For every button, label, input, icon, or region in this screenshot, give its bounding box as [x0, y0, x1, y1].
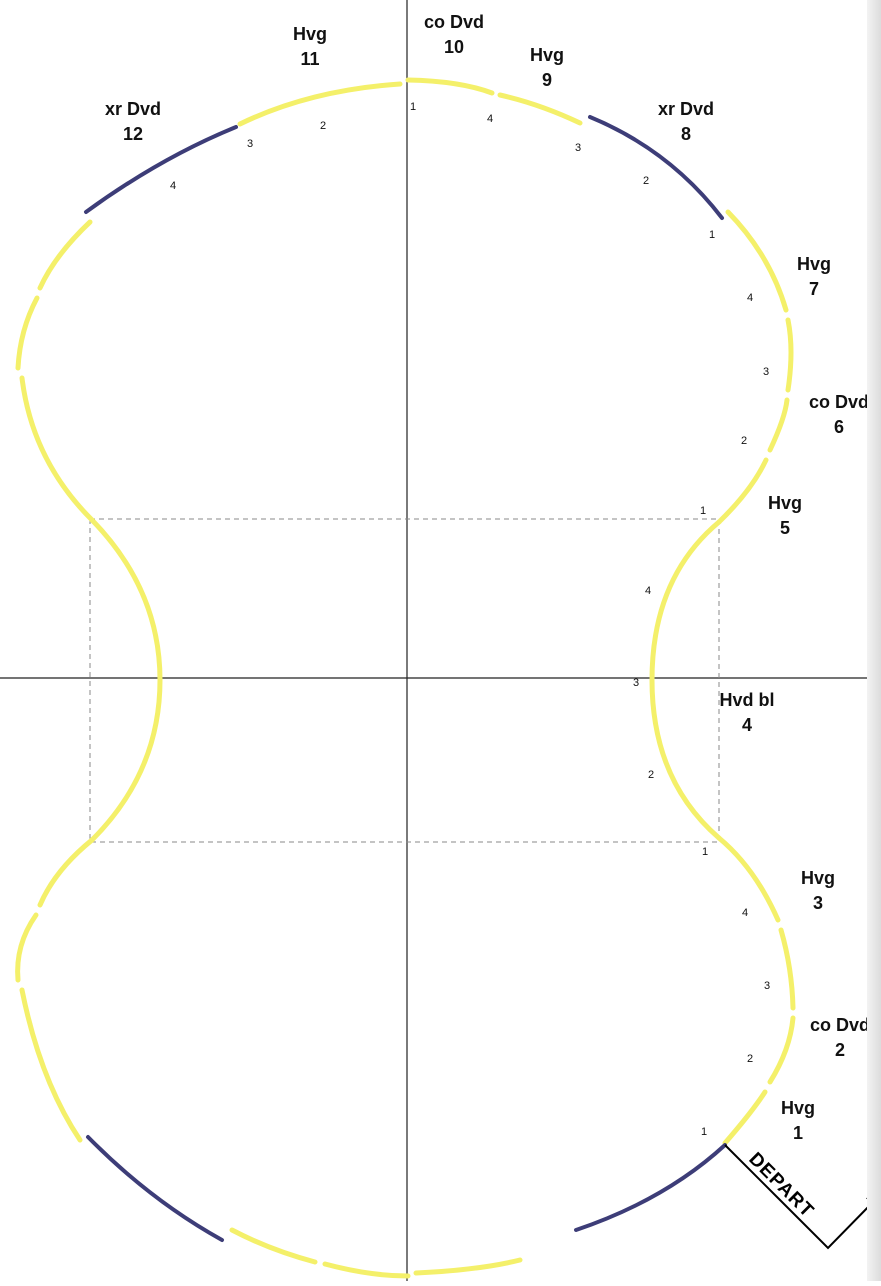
track-segment — [716, 457, 769, 525]
label-name: Hvg — [293, 24, 327, 44]
page-edge-shadow — [867, 0, 881, 1281]
tick-number: 4 — [170, 180, 176, 192]
label-number: 2 — [835, 1040, 845, 1060]
tick-number: 3 — [575, 142, 581, 154]
move-label-8: xr Dvd 8 — [658, 99, 714, 144]
label-number: 1 — [793, 1123, 803, 1143]
label-number: 9 — [542, 70, 552, 90]
dark-segment-bottom-right — [574, 1143, 727, 1232]
track-segment — [15, 912, 39, 983]
tick-number: 3 — [633, 677, 639, 689]
label-number: 6 — [834, 417, 844, 437]
tick-numbers: 1 4 3 2 1 4 3 2 1 1 4 3 2 1 2 3 4 1 4 3 … — [170, 101, 770, 1138]
tick-number: 2 — [643, 175, 649, 187]
track-segment — [767, 1015, 796, 1085]
move-label-11: Hvg 11 — [293, 24, 327, 69]
track-segment — [722, 1089, 768, 1146]
label-name: Hvg — [768, 493, 802, 513]
track-segment — [229, 1227, 318, 1265]
track-segment — [237, 81, 403, 127]
label-name: Hvg — [801, 868, 835, 888]
depart-label: DEPART — [744, 1149, 817, 1222]
label-number: 12 — [123, 124, 143, 144]
tick-number: 2 — [648, 769, 654, 781]
move-label-10: co Dvd 10 — [424, 12, 484, 57]
label-name: co Dvd — [810, 1015, 870, 1035]
dark-segment-12 — [84, 125, 238, 214]
label-name: Hvg — [797, 254, 831, 274]
tick-number: 2 — [747, 1053, 753, 1065]
label-number: 7 — [809, 279, 819, 299]
move-label-5: Hvg 5 — [768, 493, 802, 538]
track-segment — [725, 209, 789, 313]
label-name: Hvg — [781, 1098, 815, 1118]
track-segment — [413, 1257, 523, 1276]
label-name: co Dvd — [424, 12, 484, 32]
dark-segment-8 — [588, 115, 724, 220]
track-segment — [716, 835, 781, 923]
label-number: 8 — [681, 124, 691, 144]
track-segment — [649, 519, 722, 841]
track-segment — [15, 295, 40, 371]
tick-number: 1 — [410, 101, 416, 113]
track-segment — [497, 92, 583, 126]
track-segment — [405, 77, 495, 96]
move-label-7: Hvg 7 — [797, 254, 831, 299]
tick-number: 1 — [701, 1126, 707, 1138]
track-segment — [89, 517, 163, 843]
label-name: Hvg — [530, 45, 564, 65]
move-label-2: co Dvd 2 — [810, 1015, 870, 1060]
track-segment — [37, 837, 95, 908]
track-dark-segments — [84, 115, 727, 1242]
tick-number: 4 — [747, 292, 753, 304]
tick-number: 3 — [764, 980, 770, 992]
track-segment — [785, 317, 794, 393]
track-segment — [19, 987, 83, 1143]
tick-number: 1 — [709, 229, 715, 241]
label-number: 10 — [444, 37, 464, 57]
move-label-3: Hvg 3 — [801, 868, 835, 913]
label-name: Hvd bl — [719, 690, 774, 710]
track-segment — [19, 375, 95, 523]
track-segment — [37, 219, 93, 291]
dark-segment-bottom-left — [86, 1135, 224, 1242]
tick-number: 1 — [702, 846, 708, 858]
track-segment — [767, 397, 790, 453]
waist-dashed-box — [89, 518, 720, 843]
label-number: 4 — [742, 715, 752, 735]
track-light-segments — [15, 77, 796, 1279]
label-name: xr Dvd — [658, 99, 714, 119]
track-segment — [322, 1261, 411, 1279]
tick-number: 3 — [763, 366, 769, 378]
depart-frame — [724, 1144, 876, 1250]
move-label-12: xr Dvd 12 — [105, 99, 161, 144]
tick-number: 2 — [741, 435, 747, 447]
move-label-4: Hvd bl 4 — [719, 690, 774, 735]
tick-number: 4 — [487, 113, 493, 125]
move-label-9: Hvg 9 — [530, 45, 564, 90]
label-number: 5 — [780, 518, 790, 538]
depart-marker: DEPART — [724, 1144, 881, 1250]
move-label-6: co Dvd 6 — [809, 392, 869, 437]
tick-number: 1 — [700, 505, 706, 517]
track-segment — [778, 927, 796, 1011]
label-number: 3 — [813, 893, 823, 913]
tick-number: 3 — [247, 138, 253, 150]
tick-number: 4 — [645, 585, 651, 597]
tick-number: 2 — [320, 120, 326, 132]
move-label-1: Hvg 1 — [781, 1098, 815, 1143]
label-name: xr Dvd — [105, 99, 161, 119]
label-name: co Dvd — [809, 392, 869, 412]
tick-number: 4 — [742, 907, 748, 919]
label-number: 11 — [300, 49, 319, 69]
